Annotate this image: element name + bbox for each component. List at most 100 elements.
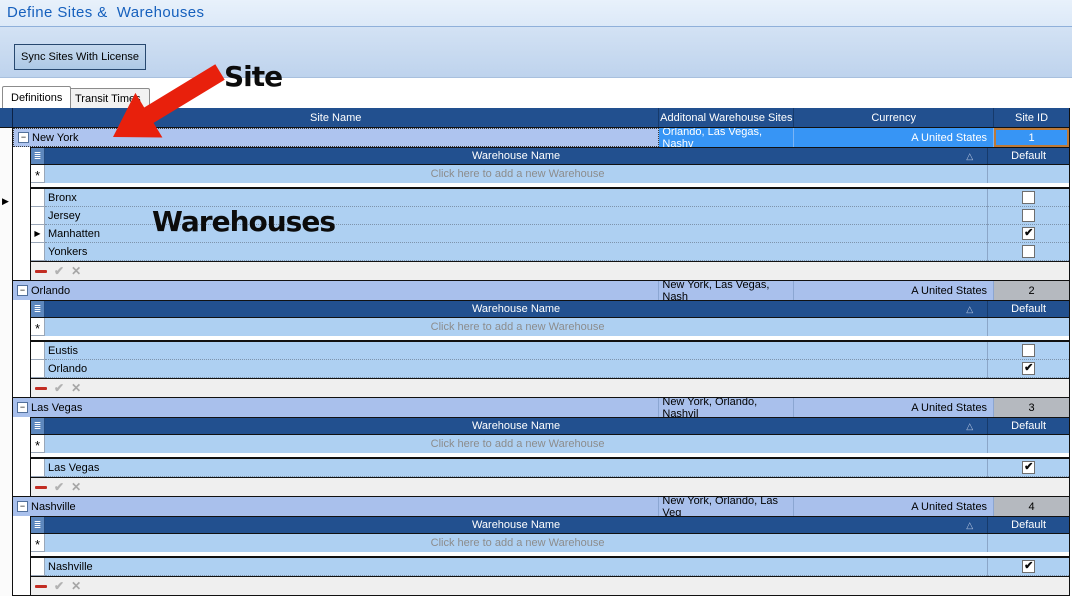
warehouse-row[interactable]: Las Vegas (31, 459, 1069, 477)
cancel-icon[interactable]: ✕ (71, 480, 82, 494)
default-checkbox[interactable] (1022, 361, 1036, 375)
column-header-currency[interactable]: Currency (794, 108, 995, 127)
add-new-warehouse-cell[interactable]: Click here to add a new Warehouse (430, 168, 605, 180)
currency-cell[interactable]: A United States (794, 128, 995, 147)
delete-row-icon[interactable] (35, 485, 47, 489)
site-row[interactable]: − Orlando New York, Las Vegas, Nash A Un… (13, 281, 1069, 300)
sync-sites-with-license-button[interactable]: Sync Sites With License (14, 44, 146, 70)
cancel-icon[interactable]: ✕ (71, 381, 82, 395)
warehouse-name-cell[interactable]: Yonkers (45, 243, 988, 261)
warehouse-name-cell[interactable]: Bronx (45, 189, 988, 207)
currency-cell[interactable]: A United States (794, 497, 995, 516)
site-id-cell[interactable]: 1 (994, 128, 1069, 147)
cancel-icon[interactable]: ✕ (71, 264, 82, 278)
warehouse-grid-corner-icon[interactable]: ≣ (31, 148, 45, 164)
additional-sites-cell[interactable]: New York, Orlando, Nashvil (659, 398, 795, 417)
site-row[interactable]: − Las Vegas New York, Orlando, Nashvil A… (13, 398, 1069, 417)
collapse-icon[interactable]: − (18, 132, 29, 143)
default-checkbox[interactable] (1022, 344, 1036, 357)
warehouse-row[interactable]: Yonkers (31, 243, 1069, 261)
warehouse-name-cell[interactable]: Eustis (45, 342, 988, 360)
default-cell[interactable] (987, 558, 1069, 576)
cancel-icon[interactable]: ✕ (71, 579, 82, 593)
warehouse-row[interactable]: Orlando (31, 360, 1069, 378)
warehouse-name-cell[interactable]: Jersey (45, 207, 988, 225)
default-checkbox[interactable] (1022, 226, 1036, 240)
grid-corner-cell[interactable] (0, 108, 13, 127)
tab-definitions[interactable]: Definitions (2, 86, 72, 108)
default-checkbox[interactable] (1022, 191, 1036, 204)
warehouse-row[interactable]: Eustis (31, 342, 1069, 360)
column-header-warehouse-name[interactable]: Warehouse Name △ (45, 517, 987, 533)
add-new-warehouse-cell[interactable]: Click here to add a new Warehouse (430, 321, 605, 333)
column-header-default[interactable]: Default (987, 301, 1069, 317)
additional-sites-cell[interactable]: Orlando, Las Vegas, Nashv (659, 128, 795, 147)
warehouse-row-header[interactable] (31, 360, 45, 378)
commit-icon[interactable]: ✔ (54, 264, 65, 278)
tab-transit-times[interactable]: Transit Times (66, 88, 150, 108)
commit-icon[interactable]: ✔ (54, 579, 65, 593)
column-header-additional-warehouse-sites[interactable]: Additonal Warehouse Sites (659, 108, 795, 127)
additional-sites-cell[interactable]: New York, Orlando, Las Veg (659, 497, 795, 516)
new-warehouse-row[interactable]: * Click here to add a new Warehouse (31, 435, 1069, 453)
add-new-warehouse-cell[interactable]: Click here to add a new Warehouse (430, 537, 605, 549)
warehouse-row-header[interactable] (31, 558, 45, 576)
additional-sites-cell[interactable]: New York, Las Vegas, Nash (659, 281, 795, 300)
delete-row-icon[interactable] (35, 269, 47, 273)
warehouse-grid-corner-icon[interactable]: ≣ (31, 418, 45, 434)
site-id-cell[interactable]: 2 (994, 281, 1069, 300)
warehouse-row-header[interactable] (31, 342, 45, 360)
warehouse-row[interactable]: ▶ Manhatten (31, 225, 1069, 243)
currency-cell[interactable]: A United States (794, 398, 995, 417)
outer-row-header-column[interactable]: ▶ (0, 128, 13, 596)
default-checkbox[interactable] (1022, 209, 1036, 222)
column-header-site-id[interactable]: Site ID (1015, 111, 1049, 124)
column-header-default[interactable]: Default (987, 517, 1069, 533)
warehouse-grid-corner-icon[interactable]: ≣ (31, 301, 45, 317)
new-warehouse-row[interactable]: * Click here to add a new Warehouse (31, 165, 1069, 183)
warehouse-row[interactable]: Bronx (31, 189, 1069, 207)
new-warehouse-row[interactable]: * Click here to add a new Warehouse (31, 534, 1069, 552)
column-header-warehouse-name[interactable]: Warehouse Name △ (45, 148, 987, 164)
collapse-icon[interactable]: − (17, 402, 28, 413)
site-row[interactable]: − Nashville New York, Orlando, Las Veg A… (13, 497, 1069, 516)
collapse-icon[interactable]: − (17, 285, 28, 296)
warehouse-row-header[interactable]: ▶ (31, 225, 45, 243)
column-header-warehouse-name[interactable]: Warehouse Name △ (45, 301, 987, 317)
site-name-cell[interactable]: − Nashville (13, 497, 660, 516)
warehouse-name-cell[interactable]: Orlando (45, 360, 988, 378)
default-cell[interactable] (987, 459, 1069, 477)
warehouse-row[interactable]: Nashville (31, 558, 1069, 576)
warehouse-grid-corner-icon[interactable]: ≣ (31, 517, 45, 533)
site-name-cell[interactable]: − Las Vegas (13, 398, 660, 417)
warehouse-row[interactable]: Jersey (31, 207, 1069, 225)
add-new-warehouse-cell[interactable]: Click here to add a new Warehouse (430, 438, 605, 450)
column-header-warehouse-name[interactable]: Warehouse Name △ (45, 418, 987, 434)
site-id-cell[interactable]: 4 (994, 497, 1069, 516)
column-header-default[interactable]: Default (987, 148, 1069, 164)
delete-row-icon[interactable] (35, 584, 47, 588)
default-checkbox[interactable] (1022, 559, 1036, 573)
collapse-icon[interactable]: − (17, 501, 28, 512)
commit-icon[interactable]: ✔ (54, 381, 65, 395)
commit-icon[interactable]: ✔ (54, 480, 65, 494)
new-warehouse-row[interactable]: * Click here to add a new Warehouse (31, 318, 1069, 336)
default-cell[interactable] (987, 243, 1069, 261)
default-checkbox[interactable] (1022, 245, 1036, 258)
warehouse-row-header[interactable] (31, 459, 45, 477)
warehouse-row-header[interactable] (31, 207, 45, 225)
site-row[interactable]: − New York Orlando, Las Vegas, Nashv A U… (13, 128, 1069, 147)
default-cell[interactable] (987, 207, 1069, 225)
currency-cell[interactable]: A United States (794, 281, 995, 300)
column-header-site-name[interactable]: Site Name (13, 108, 660, 127)
warehouse-name-cell[interactable]: Manhatten (45, 225, 988, 243)
default-cell[interactable] (987, 225, 1069, 243)
site-name-cell[interactable]: − Orlando (13, 281, 660, 300)
warehouse-name-cell[interactable]: Nashville (45, 558, 988, 576)
default-checkbox[interactable] (1022, 460, 1036, 474)
warehouse-row-header[interactable] (31, 189, 45, 207)
column-header-default[interactable]: Default (987, 418, 1069, 434)
warehouse-row-header[interactable] (31, 243, 45, 261)
site-name-cell[interactable]: − New York (13, 128, 660, 147)
site-id-cell[interactable]: 3 (994, 398, 1069, 417)
